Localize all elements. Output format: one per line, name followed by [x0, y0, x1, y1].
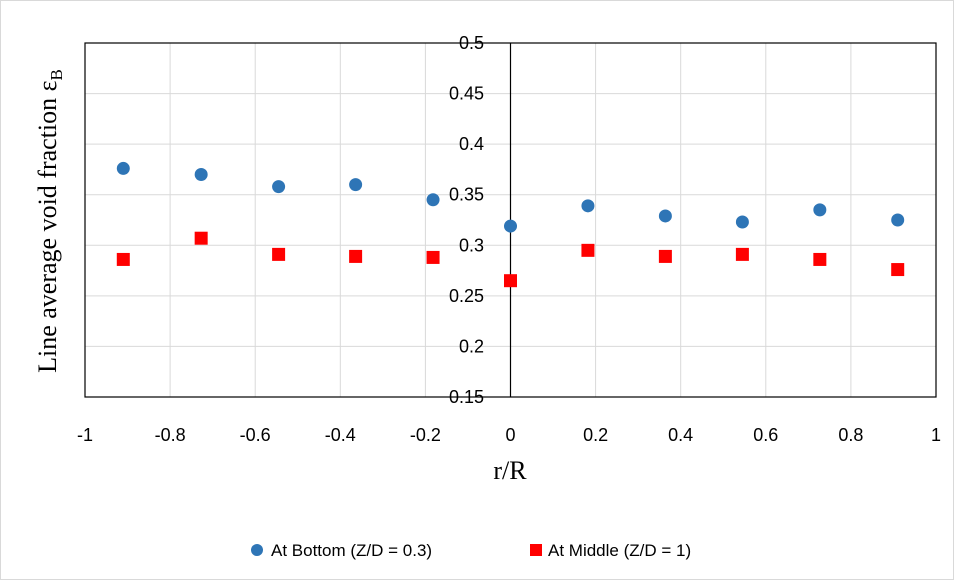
y-tick-label: 0.2 — [459, 336, 484, 356]
data-point-square — [504, 274, 517, 288]
x-tick-label: 0 — [505, 425, 515, 445]
x-tick-label: 0.4 — [668, 425, 693, 445]
data-point-circle — [504, 219, 517, 233]
data-series — [116, 161, 905, 288]
y-tick-label: 0.15 — [449, 387, 484, 407]
x-tick-label: -0.4 — [325, 425, 356, 445]
data-point-circle — [426, 193, 440, 207]
x-tick-label: -0.8 — [155, 425, 186, 445]
data-point-square — [194, 231, 208, 245]
data-point-square — [116, 252, 130, 266]
y-tick-label: 0.4 — [459, 134, 484, 154]
data-point-circle — [194, 167, 208, 181]
y-tick-label: 0.5 — [459, 33, 484, 53]
y-tick-labels: 0.15 0.2 0.25 0.3 0.35 0.4 0.45 0.5 — [449, 33, 484, 407]
series-2 — [116, 231, 905, 288]
x-tick-label: 0.2 — [583, 425, 608, 445]
y-axis-title-subscript: B — [47, 69, 66, 80]
data-point-circle — [349, 178, 363, 192]
data-point-circle — [658, 209, 672, 223]
data-point-square — [581, 243, 595, 257]
legend-marker-middle — [530, 544, 542, 556]
legend-label-middle: At Middle (Z/D = 1) — [548, 541, 691, 560]
data-point-square — [272, 247, 286, 261]
y-tick-label: 0.35 — [449, 185, 484, 205]
x-tick-label: -0.6 — [240, 425, 271, 445]
y-axis-title: Line average void fraction εB — [33, 69, 66, 373]
legend-marker-bottom — [251, 544, 263, 556]
data-point-circle — [735, 215, 749, 229]
x-tick-label: -0.2 — [410, 425, 441, 445]
y-tick-label: 0.45 — [449, 84, 484, 104]
y-tick-label: 0.3 — [459, 235, 484, 255]
data-point-square — [426, 250, 440, 264]
data-point-square — [891, 263, 905, 277]
legend: At Bottom (Z/D = 0.3) At Middle (Z/D = 1… — [251, 541, 691, 560]
data-point-circle — [891, 213, 905, 227]
data-point-square — [735, 247, 749, 261]
series-1 — [116, 161, 905, 233]
data-point-square — [349, 249, 363, 263]
x-tick-label: 0.6 — [753, 425, 778, 445]
y-tick-label: 0.25 — [449, 286, 484, 306]
legend-label-bottom: At Bottom (Z/D = 0.3) — [271, 541, 432, 560]
data-point-circle — [272, 180, 286, 194]
x-tick-label: 1 — [931, 425, 941, 445]
data-point-circle — [116, 161, 130, 175]
data-point-square — [813, 252, 827, 266]
x-tick-label: 0.8 — [838, 425, 863, 445]
data-point-circle — [813, 203, 827, 217]
y-axis-title-main: Line average void fraction ε — [33, 80, 62, 373]
data-point-circle — [581, 199, 595, 213]
x-tick-labels: -1 -0.8 -0.6 -0.4 -0.2 0 0.2 0.4 0.6 0.8 1 — [77, 425, 941, 445]
x-tick-label: -1 — [77, 425, 93, 445]
x-axis-title: r/R — [493, 456, 527, 485]
data-point-square — [658, 249, 672, 263]
